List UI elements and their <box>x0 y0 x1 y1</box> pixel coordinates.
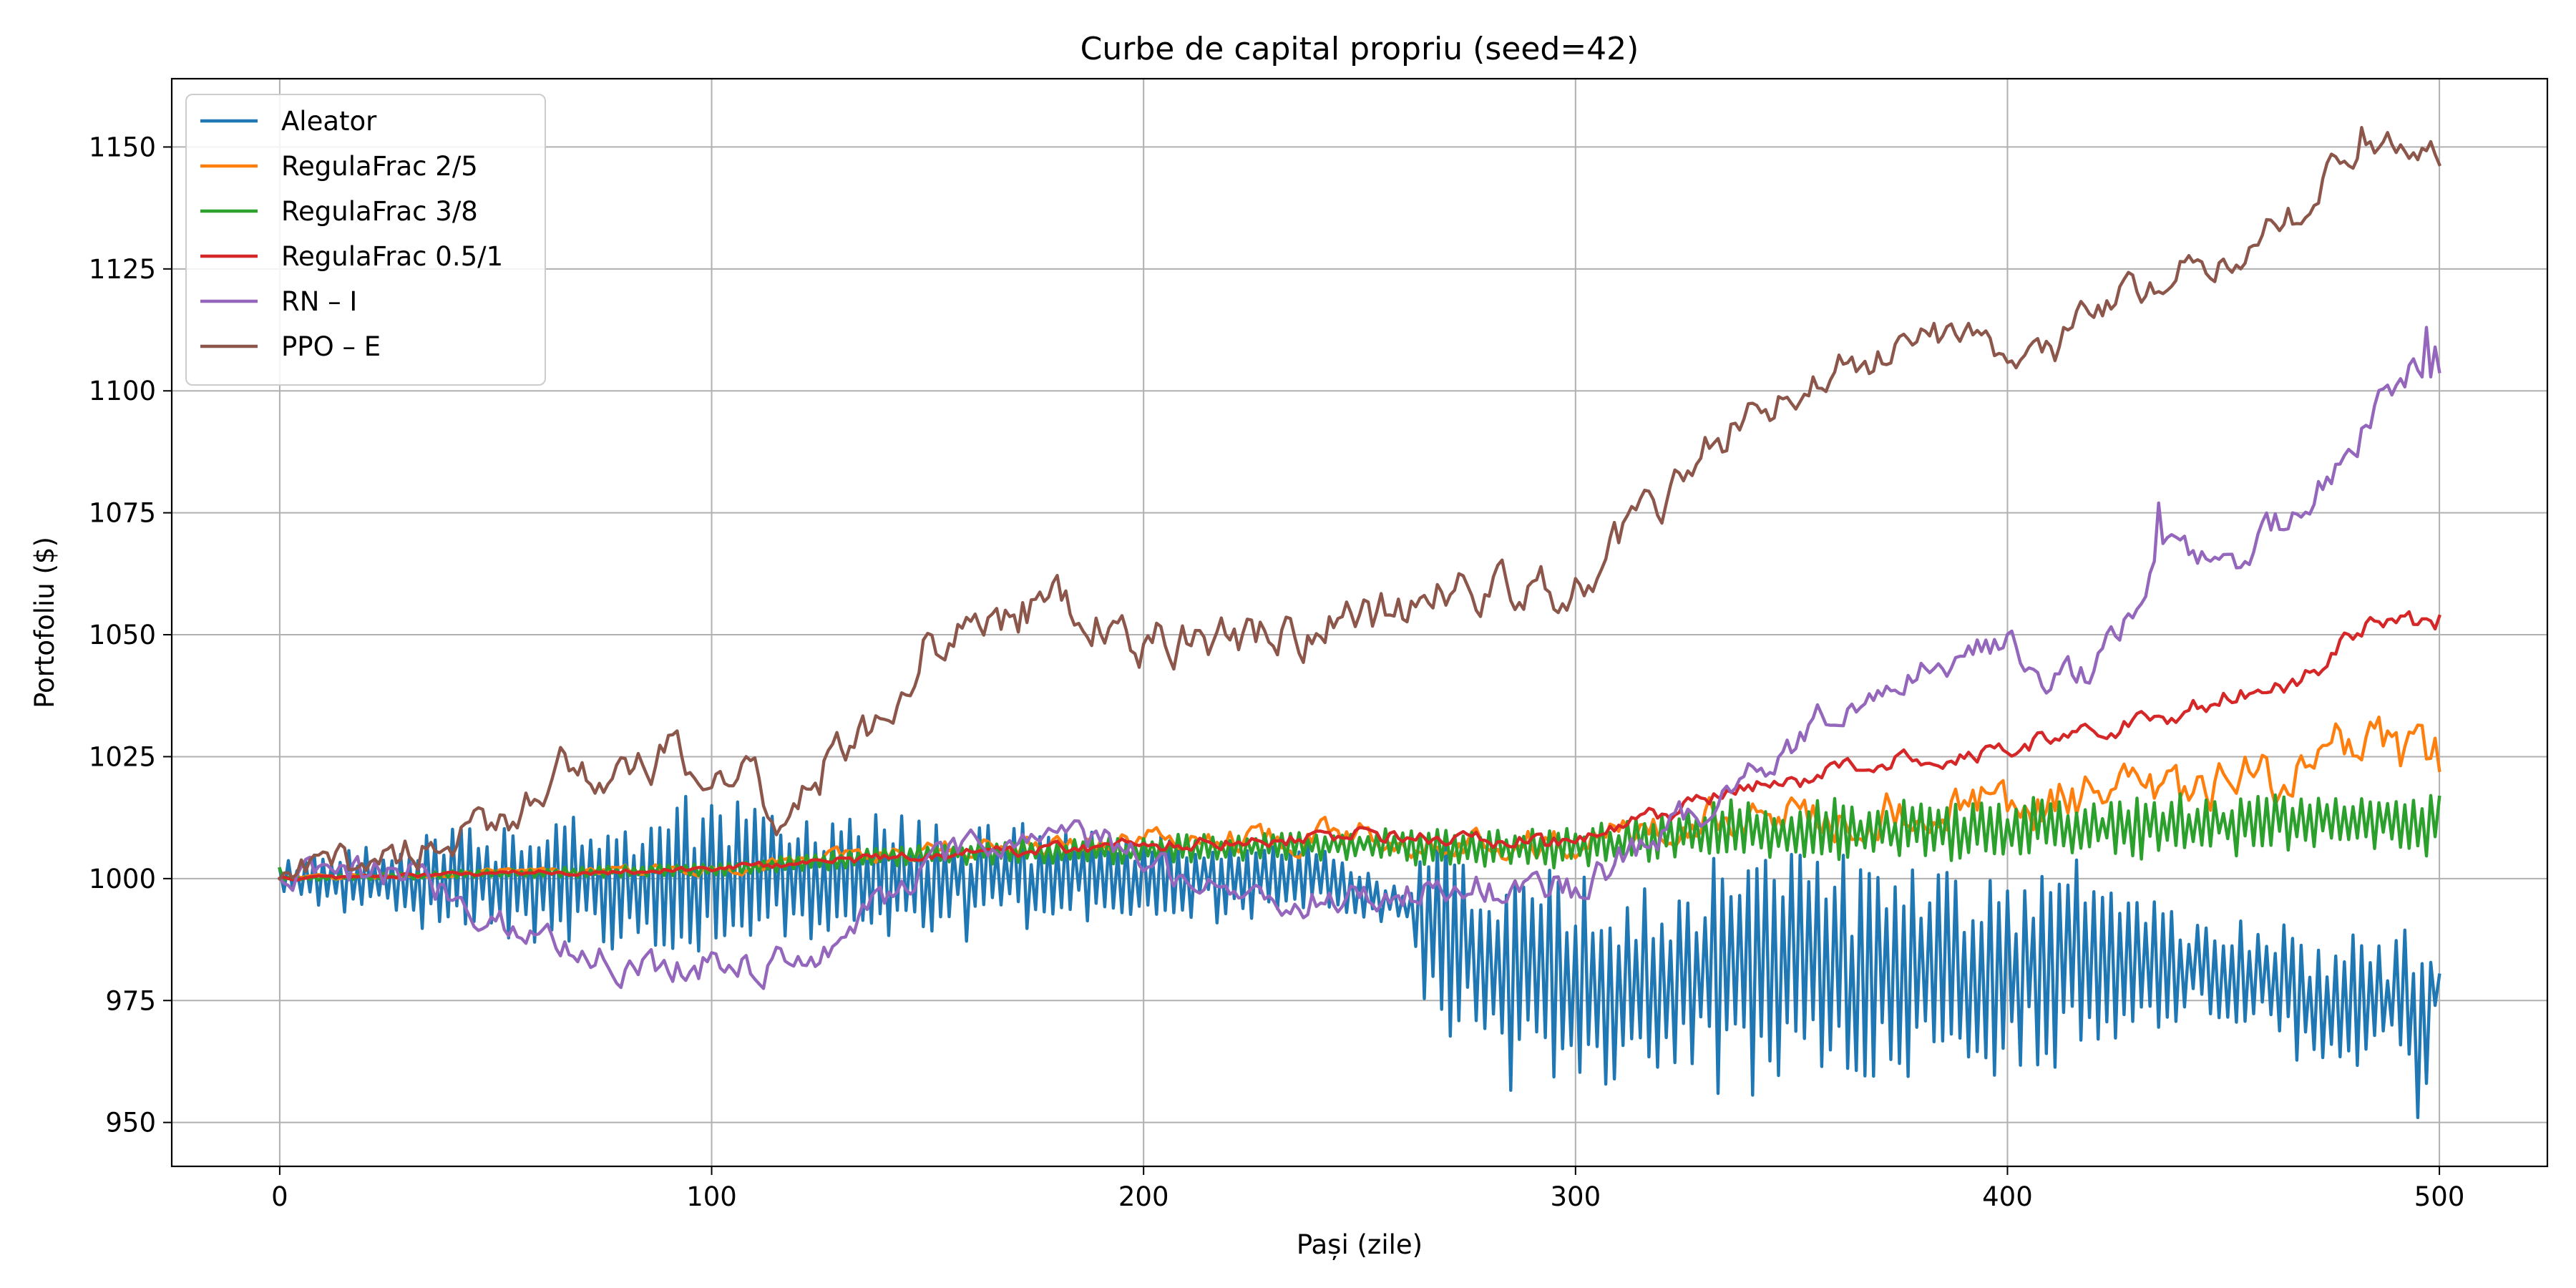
y-axis-label: Portofoliu ($) <box>29 537 60 708</box>
legend-label: PPO – E <box>281 331 381 362</box>
series-layer <box>277 125 2441 1120</box>
y-tick-label: 1125 <box>89 254 156 285</box>
y-tick-label: 950 <box>105 1108 156 1138</box>
legend-label: RN – I <box>281 286 357 317</box>
chart-title: Curbe de capital propriu (seed=42) <box>1080 31 1639 67</box>
y-tick-label: 1000 <box>89 864 156 894</box>
x-axis-label: Pași (zile) <box>1297 1229 1423 1260</box>
series-line-4 <box>278 610 2441 882</box>
legend: Aleator RegulaFrac 2/5 RegulaFrac 3/8 Regul… <box>185 94 546 386</box>
y-tick-label: 1150 <box>89 132 156 162</box>
x-tick-label: 100 <box>686 1181 737 1212</box>
y-tick-label: 1100 <box>89 376 156 406</box>
legend-label: RegulaFrac 3/8 <box>281 196 478 227</box>
legend-box <box>185 94 546 386</box>
legend-label: RegulaFrac 0.5/1 <box>281 241 503 272</box>
y-tick-label: 975 <box>105 985 156 1016</box>
plot-frame <box>170 77 2549 1168</box>
series-line-6 <box>277 125 2441 881</box>
x-tick-label: 400 <box>1982 1181 2033 1212</box>
y-tick-label: 1050 <box>89 620 156 650</box>
x-tick-label: 300 <box>1551 1181 1601 1212</box>
series-line-1 <box>278 794 2441 1120</box>
x-tick-label: 200 <box>1118 1181 1169 1212</box>
legend-label: Aleator <box>281 106 377 137</box>
legend-label: RegulaFrac 2/5 <box>281 151 478 182</box>
y-tick-label: 1075 <box>89 498 156 529</box>
x-tick-label: 0 <box>271 1181 288 1212</box>
x-tick-label: 500 <box>2414 1181 2465 1212</box>
series-line-5 <box>277 326 2441 990</box>
y-axis-ticks: 950 975 1000 1025 1050 1075 1100 1125 1150 <box>89 132 172 1138</box>
x-axis-ticks: 0 100 200 300 400 500 <box>271 1166 2464 1212</box>
y-tick-label: 1025 <box>89 741 156 772</box>
